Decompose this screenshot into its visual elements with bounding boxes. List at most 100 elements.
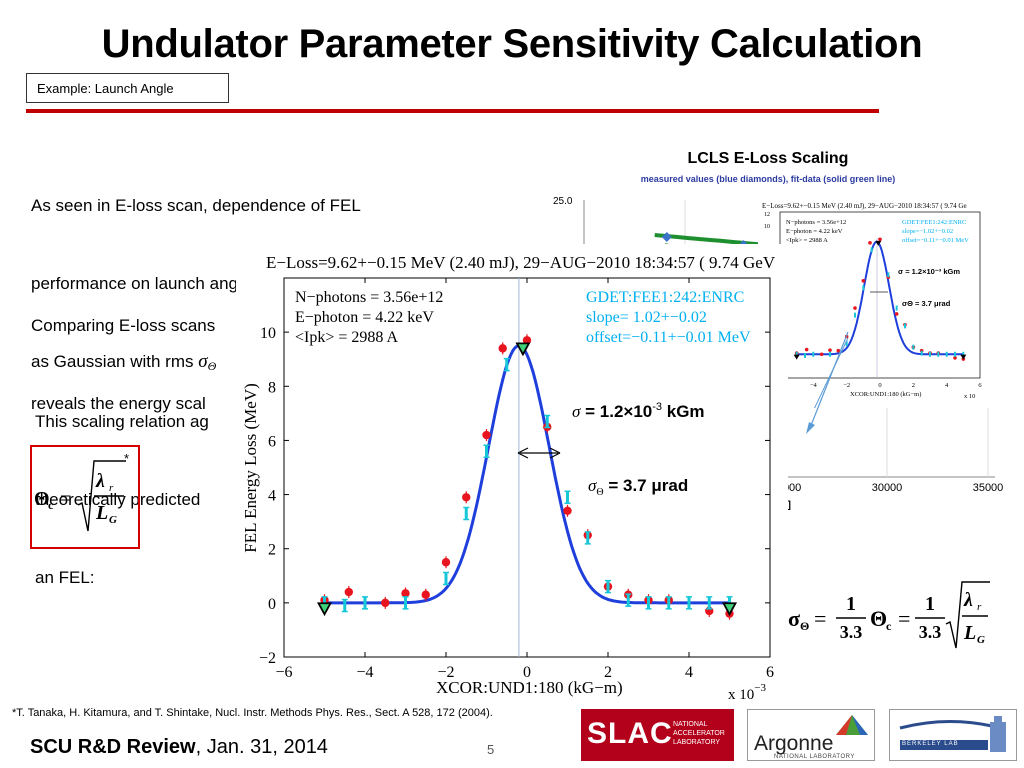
inset-cyan-point xyxy=(945,351,948,357)
inset-y-tick-b: 10 xyxy=(764,224,770,230)
formula-box: * Θ c = λ r L G xyxy=(30,445,140,549)
rf-lambda: λ xyxy=(963,589,973,611)
inset-red-point xyxy=(861,278,866,283)
main-y-tick-label: −2 xyxy=(259,650,276,667)
formula-theta-sub: c xyxy=(48,498,54,512)
subtitle-box: Example: Launch Angle xyxy=(26,73,229,103)
black-triangle-point xyxy=(721,602,738,617)
inset-fit-1: GDET:FEE1:242:ENRC xyxy=(902,219,966,226)
inset-cyan-point xyxy=(929,351,931,357)
sigma-annotation: σ = 1.2×10-3 kGm xyxy=(572,401,705,421)
inset-red-point xyxy=(836,348,841,353)
left-formula: * Θ c = λ r L G xyxy=(34,451,129,532)
info-line-1: N−photons = 3.56e+12 xyxy=(295,289,443,306)
paragraph-3-line-2: theoretically predicted xyxy=(35,490,201,509)
slac-sub-1: NATIONAL xyxy=(673,721,708,728)
inset-cyan-point xyxy=(912,344,915,350)
slac-logo-sub: NATIONAL ACCELERATOR LABORATORY xyxy=(673,720,725,747)
main-x-tick-label: 6 xyxy=(766,664,774,681)
argonne-logo: Argonne NATIONAL LABORATORY xyxy=(747,709,875,761)
paragraph-2-line-1: Comparing E-loss scans xyxy=(31,316,216,335)
red-data-point xyxy=(401,589,410,598)
fit-line-1: GDET:FEE1:242:ENRC xyxy=(586,289,744,306)
inset-y-tick-a: 12 xyxy=(764,212,770,218)
inset-x-tick-label: 0 xyxy=(878,382,881,389)
inset-callout-line xyxy=(814,337,849,408)
inset-header: E−Loss=9.62+−0.15 MeV (2.40 mJ), 29−AUG−… xyxy=(762,202,967,210)
inset-cyan-point xyxy=(845,341,848,347)
rf-sqrt xyxy=(945,581,990,649)
main-y-tick-label: 0 xyxy=(268,596,276,613)
inset-cyan-point xyxy=(895,305,898,311)
argonne-logo-main: Argonne xyxy=(754,732,834,755)
inset-x-tick-label: 6 xyxy=(978,382,982,389)
inset-x-tick-label: 4 xyxy=(945,382,949,389)
main-y-label: FEL Energy Loss (MeV) xyxy=(241,383,260,553)
slac-logo: SLAC NATIONAL ACCELERATOR LABORATORY xyxy=(581,709,734,761)
inset-triangle-point xyxy=(960,354,967,360)
inset-red-point xyxy=(804,347,809,352)
paragraph-3-line-1: This scaling relation ag xyxy=(35,412,209,431)
main-y-tick-label: 2 xyxy=(268,542,276,559)
red-data-point xyxy=(381,598,390,608)
callout-arrow xyxy=(806,331,849,434)
red-data-point xyxy=(498,344,507,353)
inset-info-1: N−photons = 3.56e+12 xyxy=(786,219,846,226)
formula-L-sub: G xyxy=(109,514,117,526)
rf-frac1-num: 1 xyxy=(846,593,856,615)
inset-red-point xyxy=(894,312,899,316)
sigma-theta-symbol: σ xyxy=(588,476,597,495)
inset-x-label: XCOR:UND1:180 (kG−m) xyxy=(850,391,921,398)
red-data-point xyxy=(522,336,532,345)
slac-sub-3: LABORATORY xyxy=(673,739,721,746)
rf-lambda-sub: r xyxy=(977,601,982,613)
inset-x-tick-label: −4 xyxy=(810,382,818,389)
rf-sigma: σ xyxy=(788,606,800,631)
right-formula: σ Θ = 1 3.3 Θ c = 1 3.3 λ r L G xyxy=(788,581,990,649)
info-line-2: E−photon = 4.22 keV xyxy=(295,309,434,326)
inset-x-exp: x 10 xyxy=(964,393,975,400)
footnote: *T. Tanaka, H. Kitamura, and T. Shintake… xyxy=(12,707,493,719)
inset-chart-bg xyxy=(758,198,1016,408)
inset-cyan-point xyxy=(829,351,831,357)
slac-sub-2: ACCELERATOR xyxy=(673,730,725,737)
berkeley-logo-text: BERKELEY LAB xyxy=(902,741,959,747)
main-chart-bg xyxy=(236,244,788,702)
info-line-3: <Ipk> = 2988 A xyxy=(295,329,399,346)
inset-x-tick-label: −2 xyxy=(843,382,850,389)
inset-fit-2: slope=−1.02+−0.02 xyxy=(902,228,953,235)
rf-eq2: = xyxy=(898,606,910,631)
bg-x-tick-label: 30000 xyxy=(872,482,903,494)
sigma-theta-text: = 3.7 μrad xyxy=(604,476,689,495)
inset-cyan-point xyxy=(812,351,815,357)
paragraph-3: This scaling relation ag theoretically p… xyxy=(35,357,209,617)
inset-triangle-point xyxy=(875,240,882,246)
main-data-points xyxy=(316,334,738,620)
paragraph-1-line-3: as Gaussian with rms xyxy=(31,352,194,371)
inset-fit-3: offset=−0.11+−0.01 MeV xyxy=(902,237,969,244)
formula-L: L xyxy=(95,502,108,524)
main-y-ticks: −2 0 2 4 6 8 10 xyxy=(259,325,770,667)
gaussian-fit-curve xyxy=(324,344,730,605)
inset-info-3: <Ipk> = 2988 A xyxy=(786,237,828,244)
title-divider xyxy=(26,109,879,113)
red-data-point xyxy=(421,590,430,599)
bg-chart-y-tick: 25.0 xyxy=(553,196,573,207)
inset-cyan-point xyxy=(804,352,806,358)
red-data-point xyxy=(441,558,451,567)
inset-triangle-point xyxy=(793,354,800,360)
callout-arrow-head xyxy=(806,422,815,434)
rf-L-sub: G xyxy=(977,634,985,646)
main-x-tick-label: 4 xyxy=(685,664,693,681)
page-number: 5 xyxy=(487,742,495,757)
inset-cyan-point xyxy=(870,247,873,253)
black-triangle-point xyxy=(316,602,333,617)
inset-x-tick-label: 2 xyxy=(912,382,915,389)
inset-sigma-label: σ = 1.2×10⁻³ kGm xyxy=(898,267,960,276)
main-chart-header: E−Loss=9.62+−0.15 MeV (2.40 mJ), 29−AUG−… xyxy=(266,253,776,272)
footer-date: , Jan. 31, 2014 xyxy=(195,736,328,758)
main-x-tick-label: −2 xyxy=(437,664,454,681)
bg-x-tick-label: 35000 xyxy=(973,482,1004,494)
main-x-exponent: x 10−3 xyxy=(728,682,766,702)
main-x-label: XCOR:UND1:180 (kG−m) xyxy=(436,678,623,697)
